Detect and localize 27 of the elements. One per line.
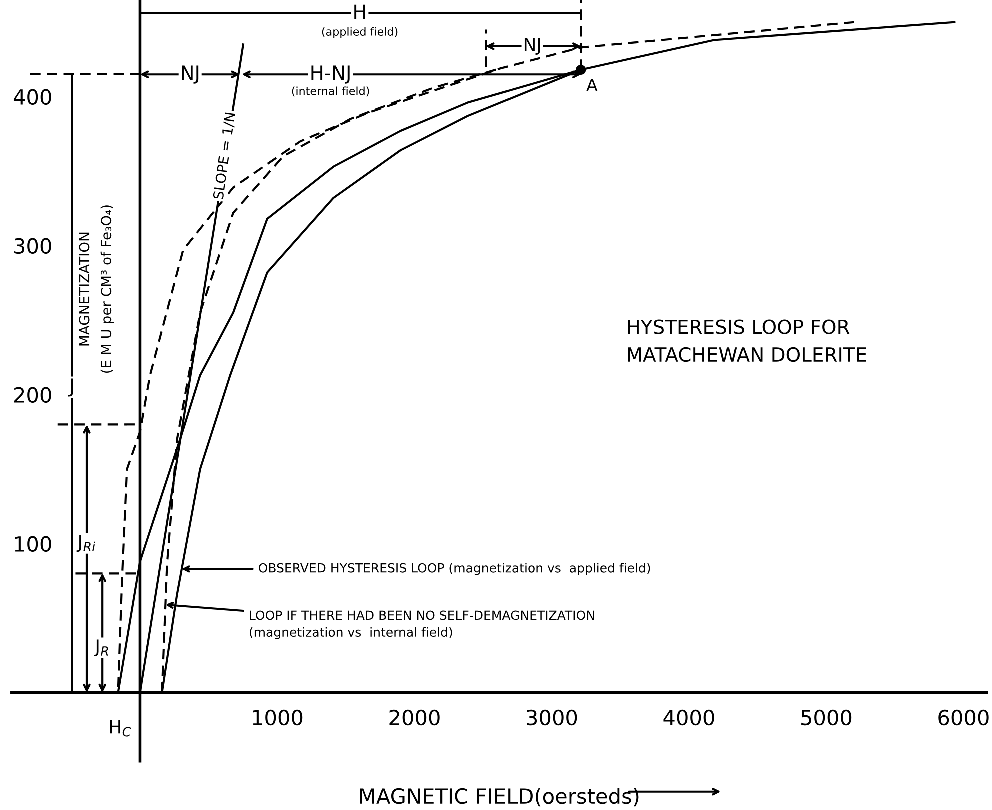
x-tick-label: 4000 <box>664 710 714 726</box>
y-tick-label: 400 <box>14 89 52 106</box>
annotation: (internal field) <box>292 86 370 97</box>
y-tick-label: 300 <box>14 238 52 254</box>
annotation: (applied field) <box>322 27 398 38</box>
x-axis-title: MAGNETIC FIELD(oersteds) <box>360 788 639 807</box>
annotation: H$_{C}$ <box>110 720 132 737</box>
x-tick-label: 3000 <box>527 710 578 726</box>
annotation: H <box>354 4 366 20</box>
x-tick-label: 1000 <box>253 710 303 726</box>
text: HYSTERESIS LOOP FOR MATACHEWAN DOLERITE <box>628 320 866 362</box>
annotation: J <box>68 378 74 397</box>
y-tick-label: 100 <box>15 536 52 552</box>
y-tick-label: 200 <box>14 387 52 404</box>
annotation: A <box>586 79 598 92</box>
annotation: J$_{R}$ <box>94 640 108 656</box>
annotation: LOOP IF THERE HAD BEEN NO SELF-DEMAGNETIZATION (magnetization vs internal field) <box>250 610 594 640</box>
x-tick-label: 2000 <box>390 710 440 726</box>
annotation: NJ <box>182 66 199 84</box>
y-axis-title: MAGNETIZATION (E M U per CM³ of Fe₃O₄) <box>79 206 114 374</box>
annotation: J$_{Ri}$ <box>76 535 96 552</box>
x-tick-label: 6000 <box>938 710 989 726</box>
annotation: SLOPE = 1/N <box>213 112 236 200</box>
x-tick-label: 5000 <box>802 710 852 726</box>
annotation: OBSERVED HYSTERESIS LOOP (magnetization vs applied field) <box>259 563 650 576</box>
annotation: NJ <box>524 38 540 56</box>
annotation: H-NJ <box>312 66 350 84</box>
